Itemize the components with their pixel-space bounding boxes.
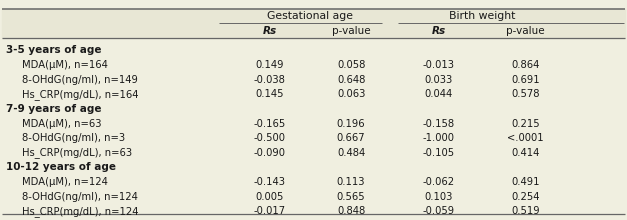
Text: Rs: Rs xyxy=(432,26,446,36)
Text: 0.058: 0.058 xyxy=(337,60,366,70)
Text: 0.063: 0.063 xyxy=(337,89,366,99)
Text: 0.565: 0.565 xyxy=(337,192,366,202)
Text: Hs_CRP(mg/dL), n=164: Hs_CRP(mg/dL), n=164 xyxy=(22,89,139,100)
Text: -0.013: -0.013 xyxy=(423,60,455,70)
Text: -0.158: -0.158 xyxy=(423,119,455,128)
Text: 0.215: 0.215 xyxy=(511,119,540,128)
Text: Gestational age: Gestational age xyxy=(267,11,354,21)
Text: MDA(μM), n=63: MDA(μM), n=63 xyxy=(22,119,102,128)
Text: 8-OHdG(ng/ml), n=149: 8-OHdG(ng/ml), n=149 xyxy=(22,75,138,85)
Text: -0.059: -0.059 xyxy=(423,206,455,216)
Text: 7-9 years of age: 7-9 years of age xyxy=(6,104,102,114)
Text: -0.062: -0.062 xyxy=(423,177,455,187)
Text: 0.254: 0.254 xyxy=(511,192,540,202)
Text: 0.044: 0.044 xyxy=(424,89,453,99)
Text: 10-12 years of age: 10-12 years of age xyxy=(6,162,116,172)
Bar xyxy=(2,9,625,38)
Text: -0.143: -0.143 xyxy=(253,177,286,187)
Text: 0.848: 0.848 xyxy=(337,206,366,216)
Text: 0.648: 0.648 xyxy=(337,75,366,85)
Text: 3-5 years of age: 3-5 years of age xyxy=(6,46,102,55)
Text: -0.165: -0.165 xyxy=(253,119,286,128)
Text: 0.491: 0.491 xyxy=(511,177,540,187)
Text: -0.090: -0.090 xyxy=(253,148,286,158)
Text: Birth weight: Birth weight xyxy=(449,11,515,21)
Text: 8-OHdG(ng/ml), n=3: 8-OHdG(ng/ml), n=3 xyxy=(22,133,125,143)
Text: 0.691: 0.691 xyxy=(511,75,540,85)
Text: 0.196: 0.196 xyxy=(337,119,366,128)
Text: 0.103: 0.103 xyxy=(424,192,453,202)
Text: 0.145: 0.145 xyxy=(255,89,284,99)
Text: 0.484: 0.484 xyxy=(337,148,366,158)
Text: -0.105: -0.105 xyxy=(423,148,455,158)
Text: 0.667: 0.667 xyxy=(337,133,366,143)
Text: 0.864: 0.864 xyxy=(511,60,540,70)
Text: -0.500: -0.500 xyxy=(253,133,286,143)
Text: Rs: Rs xyxy=(263,26,277,36)
Text: 8-OHdG(ng/ml), n=124: 8-OHdG(ng/ml), n=124 xyxy=(22,192,138,202)
Text: 0.519: 0.519 xyxy=(511,206,540,216)
Text: 0.113: 0.113 xyxy=(337,177,366,187)
Text: -0.017: -0.017 xyxy=(253,206,286,216)
Text: 0.005: 0.005 xyxy=(255,192,284,202)
Text: MDA(μM), n=124: MDA(μM), n=124 xyxy=(22,177,108,187)
Text: 0.033: 0.033 xyxy=(424,75,453,85)
Text: <.0001: <.0001 xyxy=(507,133,544,143)
Text: Hs_CRP(mg/dL), n=124: Hs_CRP(mg/dL), n=124 xyxy=(22,206,139,217)
Text: -0.038: -0.038 xyxy=(254,75,285,85)
Text: 0.149: 0.149 xyxy=(255,60,284,70)
Text: MDA(μM), n=164: MDA(μM), n=164 xyxy=(22,60,108,70)
Text: 0.578: 0.578 xyxy=(511,89,540,99)
Text: p-value: p-value xyxy=(332,26,371,36)
Text: Hs_CRP(mg/dL), n=63: Hs_CRP(mg/dL), n=63 xyxy=(22,147,132,158)
Text: p-value: p-value xyxy=(506,26,545,36)
Text: -1.000: -1.000 xyxy=(423,133,455,143)
Text: 0.414: 0.414 xyxy=(511,148,540,158)
